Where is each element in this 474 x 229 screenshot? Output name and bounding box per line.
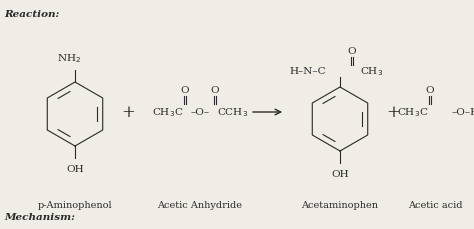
Text: +: +	[386, 104, 400, 121]
Text: Acetaminophen: Acetaminophen	[301, 200, 379, 209]
Text: CCH$_3$: CCH$_3$	[217, 106, 248, 119]
Text: CH$_3$C: CH$_3$C	[152, 106, 183, 119]
Text: NH$_2$: NH$_2$	[57, 52, 81, 65]
Text: Reaction:: Reaction:	[4, 10, 59, 19]
Text: +: +	[121, 104, 135, 121]
Text: –O–: –O–	[191, 108, 210, 117]
Text: Acetic Anhydride: Acetic Anhydride	[157, 200, 243, 209]
Text: –O–H: –O–H	[452, 108, 474, 117]
Text: O: O	[210, 86, 219, 95]
Text: O: O	[426, 86, 434, 95]
Text: OH: OH	[66, 164, 84, 173]
Text: p-Aminophenol: p-Aminophenol	[38, 200, 112, 209]
Text: CH$_3$: CH$_3$	[360, 65, 383, 78]
Text: Acetic acid: Acetic acid	[408, 200, 462, 209]
Text: O: O	[348, 47, 356, 56]
Text: Mechanism:: Mechanism:	[4, 212, 75, 221]
Text: OH: OH	[331, 169, 349, 178]
Text: O: O	[181, 86, 189, 95]
Text: H–N–C: H–N–C	[289, 67, 326, 76]
Text: CH$_3$C: CH$_3$C	[397, 106, 428, 119]
